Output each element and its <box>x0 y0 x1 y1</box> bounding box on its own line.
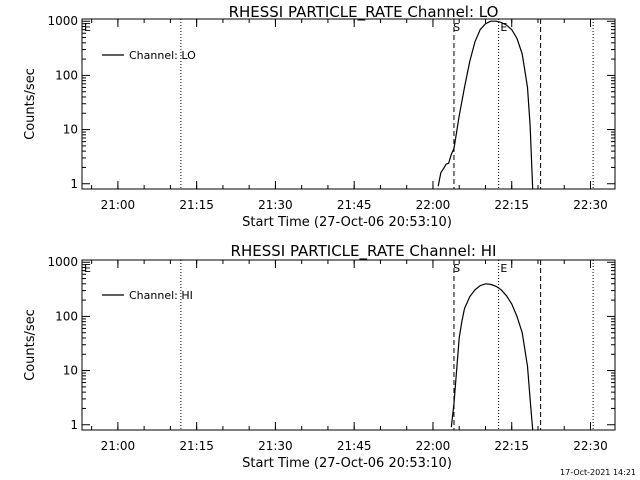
x-tick-label: 21:15 <box>179 439 214 453</box>
y-tick-label: 1 <box>70 177 78 191</box>
corner-marker-label: E <box>84 21 91 34</box>
legend-entry: Channel: HI <box>129 289 193 302</box>
marker-label-e: E <box>500 21 507 34</box>
x-tick-label: 21:45 <box>337 439 372 453</box>
x-tick-label: 21:15 <box>179 198 214 212</box>
chart-panel-hi: RHESSI PARTICLE_RATE Channel: HI Counts/s… <box>23 242 616 471</box>
x-tick-label: 21:45 <box>337 198 372 212</box>
x-tick-label: 21:30 <box>258 198 293 212</box>
x-tick-label: 22:15 <box>494 198 529 212</box>
marker-label-e: E <box>500 262 507 275</box>
chart-panel-lo: RHESSI PARTICLE_RATE Channel: LO Counts/s… <box>23 3 616 230</box>
y-axis-label: Counts/sec <box>23 309 38 381</box>
y-tick-label: 1000 <box>47 255 78 269</box>
series-line <box>437 20 534 190</box>
x-tick-label: 21:00 <box>101 439 136 453</box>
x-tick-label: 22:15 <box>494 439 529 453</box>
x-tick-label: 22:00 <box>416 198 451 212</box>
plot-frame <box>81 18 616 190</box>
x-tick-label: 22:00 <box>416 439 451 453</box>
y-tick-label: 1000 <box>47 14 78 28</box>
x-tick-label: 22:30 <box>573 198 608 212</box>
series-line <box>450 283 534 431</box>
x-tick-label: 21:00 <box>101 198 136 212</box>
x-tick-label: 22:30 <box>573 439 608 453</box>
y-tick-label: 100 <box>55 68 78 82</box>
x-tick-label: 21:30 <box>258 439 293 453</box>
chart-title: RHESSI PARTICLE_RATE Channel: LO <box>229 3 499 22</box>
y-tick-label: 10 <box>63 364 78 378</box>
chart-title: RHESSI PARTICLE_RATE Channel: HI <box>231 242 497 261</box>
marker-label-s: S <box>453 21 460 34</box>
x-axis-label: Start Time (27-Oct-06 20:53:10) <box>242 215 452 230</box>
y-tick-label: 1 <box>70 418 78 432</box>
corner-marker-label: E <box>84 262 91 275</box>
y-tick-label: 10 <box>63 123 78 137</box>
x-axis-label: Start Time (27-Oct-06 20:53:10) <box>242 456 452 471</box>
plot-frame <box>81 259 616 431</box>
marker-label-s: S <box>453 262 460 275</box>
footer-timestamp: 17-Oct-2021 14:21 <box>560 468 636 477</box>
y-axis-label: Counts/sec <box>23 68 38 140</box>
legend-entry: Channel: LO <box>129 49 196 62</box>
y-tick-label: 100 <box>55 309 78 323</box>
